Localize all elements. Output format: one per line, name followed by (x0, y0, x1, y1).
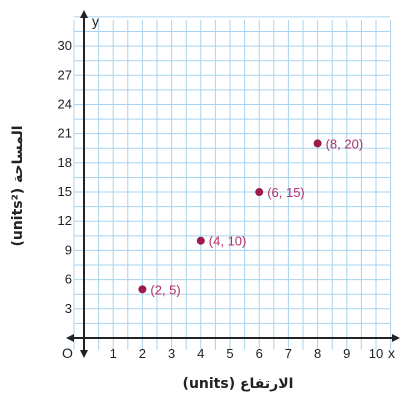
x-tick-label: 5 (226, 346, 233, 361)
x-axis-arrow-left (66, 334, 74, 342)
data-point (255, 188, 264, 197)
data-point (138, 285, 147, 294)
x-tick-label: 10 (369, 346, 383, 361)
data-point-label: (6, 15) (267, 185, 305, 200)
y-tick-label: 3 (65, 301, 72, 316)
x-tick-label: 3 (168, 346, 175, 361)
x-tick-label: 2 (139, 346, 146, 361)
data-point-label: (4, 10) (209, 234, 247, 249)
y-tick-label: 12 (58, 213, 72, 228)
data-points: (2, 5) (4, 10) (6, 15) (8, 20) (138, 136, 363, 297)
y-tick-label: 24 (58, 96, 72, 111)
grid (73, 16, 392, 350)
y-tick-label: 6 (65, 272, 72, 287)
data-point-label: (2, 5) (150, 282, 180, 297)
y-tick-label: 15 (58, 184, 72, 199)
y-axis-arrow-up (80, 10, 88, 18)
axes (66, 10, 400, 358)
y-axis-arrow-down (80, 350, 88, 358)
x-tick-label: 4 (197, 346, 204, 361)
y-tick-label: 9 (65, 242, 72, 257)
y-tick-label: 27 (58, 67, 72, 82)
data-point-label: (8, 20) (326, 136, 364, 151)
y-tick-label: 18 (58, 155, 72, 170)
x-axis-arrow-right (392, 334, 400, 342)
origin-label: O (62, 345, 73, 361)
x-tick-label: 9 (343, 346, 350, 361)
data-point (196, 236, 205, 245)
y-tick-label: 21 (58, 126, 72, 141)
x-axis-title: الارتفاع (units) (183, 376, 294, 392)
data-point (313, 139, 322, 148)
x-tick-label: 7 (285, 346, 292, 361)
y-axis-title: المساحة (units²) (10, 125, 26, 246)
x-tick-label: 6 (256, 346, 263, 361)
x-tick-label: 1 (110, 346, 117, 361)
x-tick-label: 8 (314, 346, 321, 361)
y-axis-letter: y (92, 13, 99, 29)
x-axis-letter: x (388, 345, 395, 361)
y-tick-label: 30 (58, 38, 72, 53)
